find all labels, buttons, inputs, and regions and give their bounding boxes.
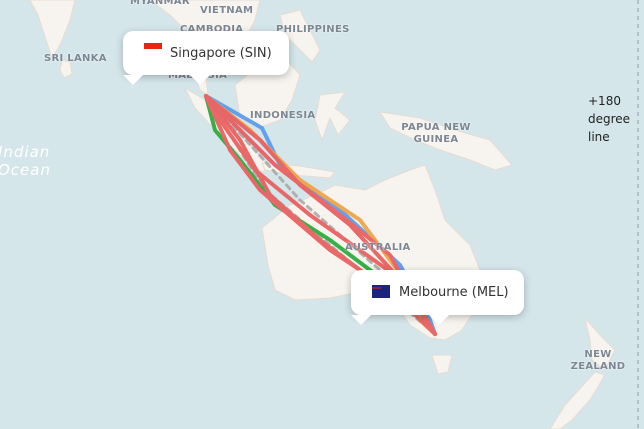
land-india <box>29 0 76 60</box>
label-indonesia: INDONESIA <box>250 110 316 121</box>
dateline-label: +180 degree line <box>588 94 634 144</box>
australia-flag-icon <box>372 285 390 298</box>
label-cambodia: CAMBODIA <box>180 24 244 35</box>
label-philippines: PHILIPPINES <box>276 24 350 35</box>
land-new-zealand-north <box>584 317 616 371</box>
origin-label: Singapore (SIN) <box>170 45 272 61</box>
label-sri-lanka: SRI LANKA <box>44 53 107 64</box>
land-sulawesi <box>314 91 351 142</box>
label-papua-new-guinea: PAPUA NEW GUINEA <box>401 122 471 145</box>
destination-popup[interactable]: Melbourne (MEL) <box>351 270 524 325</box>
land-tasmania <box>431 354 453 375</box>
singapore-flag-icon <box>144 43 162 55</box>
label-vietnam: VIETNAM <box>200 5 254 16</box>
origin-popup[interactable]: Singapore (SIN) <box>123 31 289 85</box>
destination-label: Melbourne (MEL) <box>399 285 509 300</box>
label-indian-ocean: Indian Ocean <box>0 143 51 179</box>
label-myanmar: MYANMAR <box>130 0 190 7</box>
land-new-zealand-south <box>549 371 606 429</box>
label-new-zealand: NEW ZEALAND <box>570 349 626 372</box>
label-australia: AUSTRALIA <box>345 242 411 253</box>
land-sri-lanka <box>59 59 73 79</box>
land-new-guinea <box>379 111 513 171</box>
